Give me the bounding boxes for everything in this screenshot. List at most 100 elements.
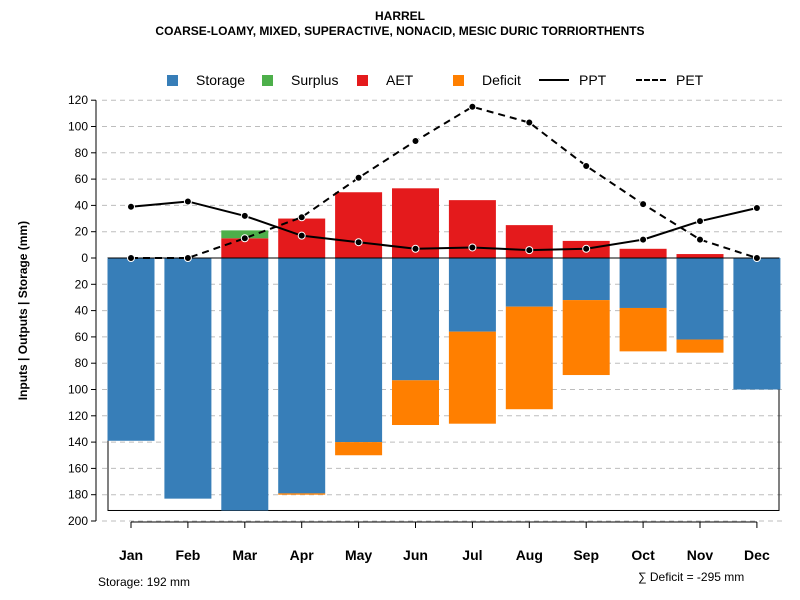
storage-note: Storage: 192 mm	[98, 575, 191, 589]
surplus-swatch	[262, 74, 273, 86]
y-tick-label: 0	[81, 251, 88, 265]
ppt-point	[240, 211, 249, 220]
deficit-bar	[335, 442, 383, 456]
ppt-point	[354, 238, 363, 247]
ppt-point	[297, 231, 306, 240]
x-tick-label: Jul	[462, 547, 482, 563]
ppt-line	[130, 200, 758, 252]
legend-item-surplus: Surplus	[262, 70, 338, 90]
y-tick-label: 40	[75, 304, 89, 318]
legend-label-ppt: PPT	[579, 72, 607, 88]
deficit-bar	[278, 493, 326, 495]
storage-bar	[619, 258, 667, 308]
storage-bar	[392, 258, 439, 381]
legend-item-ppt: PPT	[539, 70, 606, 90]
aet-bar	[676, 254, 724, 258]
pet-point	[297, 213, 306, 222]
x-tick-label: Jan	[119, 547, 143, 563]
y-tick-label: 100	[68, 120, 88, 134]
y-tick-label: 20	[75, 277, 89, 291]
deficit-bar	[392, 380, 439, 426]
pet-point	[582, 161, 591, 170]
deficit-note: ∑ Deficit = -295 mm	[638, 570, 745, 584]
legend-label-surplus: Surplus	[291, 72, 339, 88]
y-tick-label: 80	[75, 146, 89, 160]
legend-item-storage: Storage	[167, 70, 245, 90]
legend-item-aet: AET	[357, 70, 413, 90]
ppt-point	[127, 202, 135, 211]
legend-label-aet: AET	[386, 72, 414, 88]
y-tick-label: 120	[68, 93, 88, 107]
deficit-bar	[562, 300, 610, 376]
pet-point	[696, 235, 704, 244]
storage-bar	[676, 258, 724, 340]
pet-line	[131, 105, 758, 259]
storage-bar	[164, 258, 212, 499]
ppt-point	[183, 197, 192, 206]
x-tick-label: Nov	[687, 547, 714, 563]
ppt-point	[696, 217, 704, 226]
storage-bar	[733, 258, 781, 390]
ppt-point	[411, 244, 420, 253]
pet-point	[183, 254, 192, 262]
y-tick-label: 40	[75, 198, 89, 212]
y-axis-title: Inputs | Outputs | Storage (mm)	[16, 221, 30, 400]
storage-bar	[562, 258, 610, 301]
pet-point	[752, 254, 761, 262]
pet-point	[127, 254, 135, 262]
ppt-point	[752, 204, 761, 213]
deficit-bar	[676, 339, 724, 353]
pet-point	[639, 200, 648, 209]
storage-bar	[107, 258, 155, 441]
aet-bar	[221, 238, 269, 258]
x-tick-label: Oct	[631, 547, 655, 563]
x-tick-label: Aug	[516, 547, 543, 563]
deficit-bar	[448, 331, 496, 424]
legend-label-deficit: Deficit	[482, 72, 521, 88]
x-tick-label: Dec	[744, 547, 770, 563]
pet-line-sample	[636, 79, 666, 81]
y-tick-label: 120	[68, 409, 88, 423]
legend: Storage Surplus AET Deficit PPT PET	[0, 70, 800, 90]
storage-bar	[505, 258, 553, 307]
aet-bar	[619, 248, 667, 258]
aet-swatch	[357, 74, 368, 86]
y-tick-label: 140	[68, 435, 88, 449]
x-tick-label: Jun	[403, 547, 428, 563]
aet-bar	[335, 192, 383, 258]
ppt-point	[582, 244, 591, 253]
storage-bar	[278, 258, 326, 494]
y-tick-label: 180	[68, 488, 88, 502]
y-tick-label: 160	[68, 461, 88, 475]
storage-bar	[221, 258, 269, 511]
pet-point	[525, 118, 534, 127]
legend-item-pet: PET	[636, 70, 703, 90]
chart-subtitle: COARSE-LOAMY, MIXED, SUPERACTIVE, NONACI…	[155, 24, 645, 38]
legend-label-pet: PET	[676, 72, 704, 88]
y-tick-label: 200	[68, 514, 88, 528]
deficit-swatch	[453, 74, 464, 86]
legend-item-deficit: Deficit	[453, 70, 521, 90]
deficit-bar	[505, 306, 553, 410]
ppt-point	[468, 243, 477, 252]
y-tick-label: 60	[75, 172, 89, 186]
x-tick-label: Sep	[573, 547, 599, 563]
storage-bar	[335, 258, 383, 443]
ppt-line-sample	[539, 79, 569, 81]
y-tick-label: 20	[75, 225, 89, 239]
ppt-point	[639, 235, 648, 244]
x-tick-label: Apr	[290, 547, 315, 563]
chart-title: HARREL	[375, 9, 425, 23]
deficit-bar	[619, 307, 667, 352]
pet-point	[240, 234, 249, 243]
y-tick-label: 100	[68, 383, 88, 397]
pet-point	[354, 173, 363, 182]
x-tick-label: Mar	[232, 547, 257, 563]
storage-swatch	[167, 74, 178, 86]
ppt-point	[525, 246, 534, 255]
storage-bar	[448, 258, 496, 332]
x-tick-label: Feb	[175, 547, 200, 563]
pet-point	[468, 102, 477, 111]
x-tick-label: May	[345, 547, 372, 563]
